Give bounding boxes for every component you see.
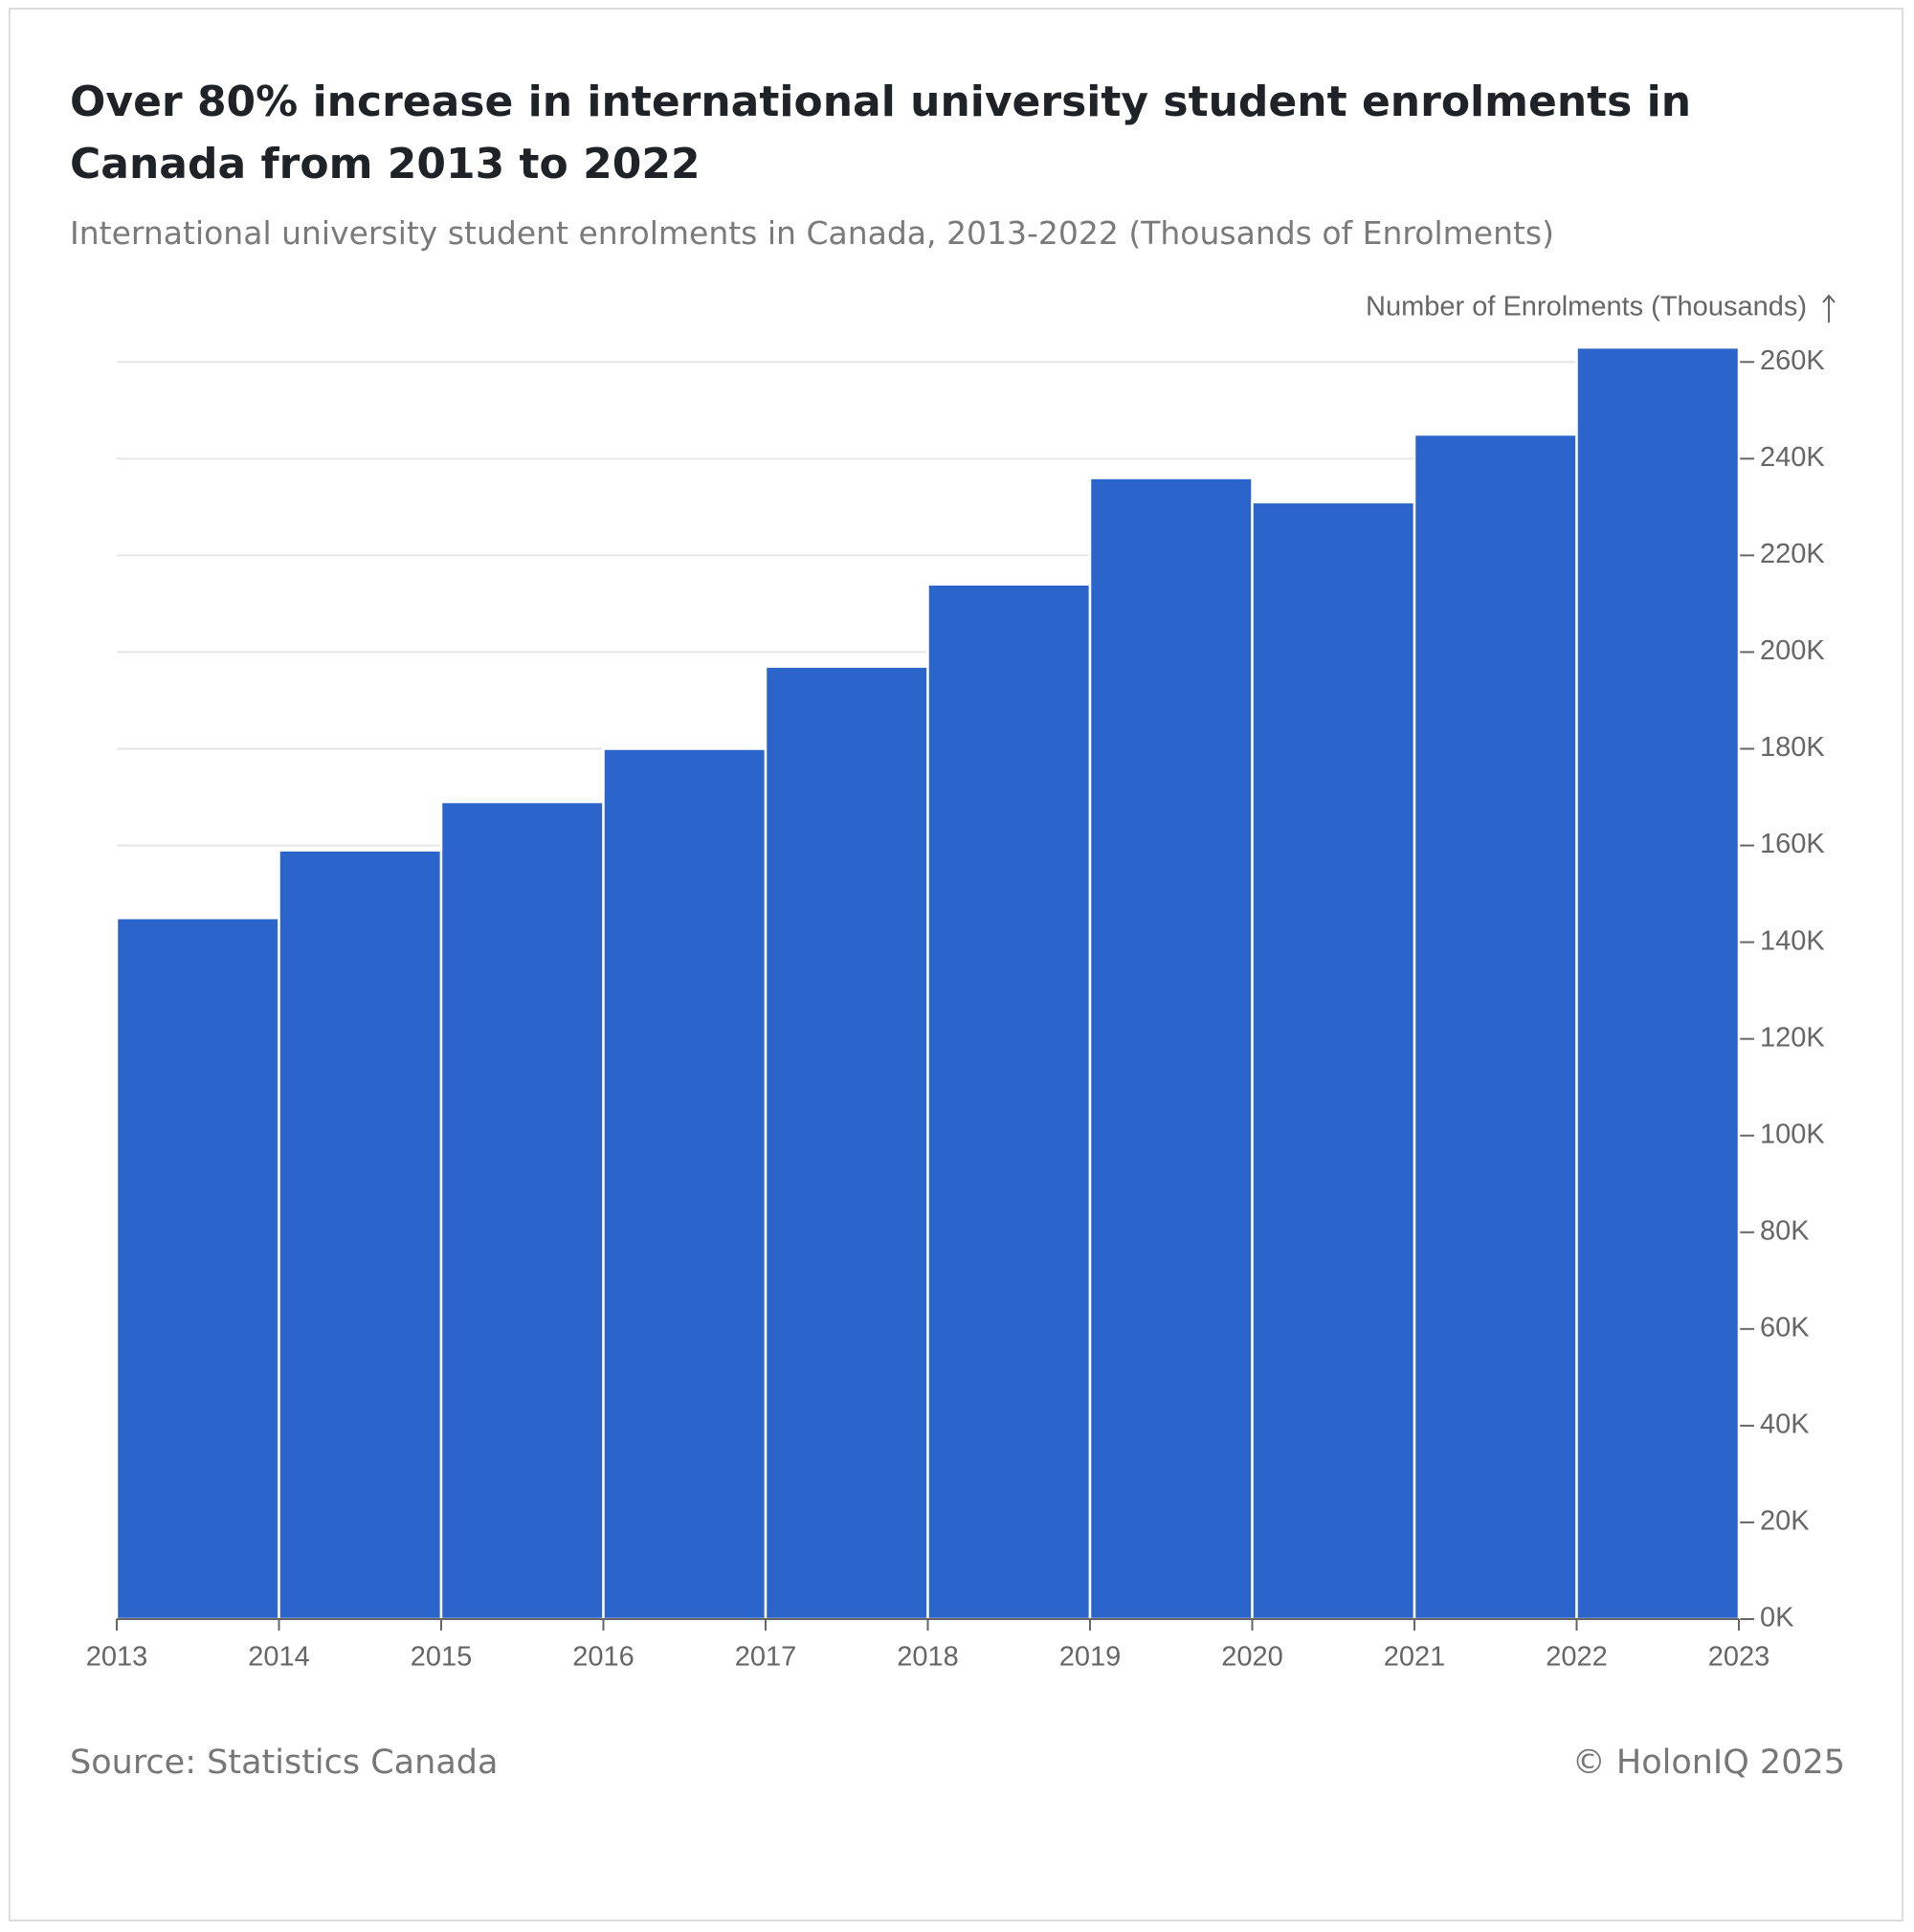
bar xyxy=(1575,345,1741,1621)
bar xyxy=(439,800,605,1621)
bar xyxy=(115,917,280,1621)
x-tick-label: 2022 xyxy=(1546,1642,1608,1673)
y-tick-label: 220K xyxy=(1760,539,1825,569)
y-tick-label: 140K xyxy=(1760,925,1825,956)
frame xyxy=(9,8,1903,1921)
bar xyxy=(1413,433,1578,1621)
x-tick-label: 2021 xyxy=(1384,1642,1446,1673)
axis-arrow xyxy=(1822,294,1836,322)
y-tick-label: 100K xyxy=(1760,1119,1825,1149)
y-tick-label: 260K xyxy=(1760,345,1825,376)
chart-subtitle: International university student enrolme… xyxy=(70,214,1554,252)
x-tick-label: 2017 xyxy=(735,1642,797,1673)
y-tick-label: 120K xyxy=(1760,1022,1825,1053)
y-tick-label: 20K xyxy=(1760,1506,1810,1537)
chart-title: Over 80% increase in international unive… xyxy=(70,78,1692,189)
x-tick-label: 2019 xyxy=(1059,1642,1122,1673)
bar xyxy=(1088,477,1254,1621)
y-tick-label: 0K xyxy=(1760,1603,1794,1633)
x-tick-label: 2015 xyxy=(411,1642,473,1673)
y-tick-label: 80K xyxy=(1760,1215,1810,1246)
y-axis-title: Number of Enrolments (Thousands) xyxy=(1366,292,1807,322)
bar xyxy=(278,849,443,1621)
y-tick-label: 40K xyxy=(1760,1410,1810,1440)
y-tick-label: 240K xyxy=(1760,442,1825,473)
bar xyxy=(926,583,1092,1621)
y-tick-label: 60K xyxy=(1760,1312,1810,1343)
credit: © HolonIQ 2025 xyxy=(1571,1743,1845,1782)
y-tick-label: 180K xyxy=(1760,732,1825,763)
x-tick-label: 2014 xyxy=(248,1642,310,1673)
x-tick-label: 2016 xyxy=(572,1642,634,1673)
bar xyxy=(764,665,929,1621)
y-tick-label: 160K xyxy=(1760,829,1825,859)
y-tick-label: 200K xyxy=(1760,635,1825,666)
x-tick-label: 2018 xyxy=(897,1642,959,1673)
x-tick-label: 2020 xyxy=(1221,1642,1283,1673)
x-tick-label: 2013 xyxy=(86,1642,148,1673)
bar xyxy=(602,747,768,1621)
x-tick-label: 2023 xyxy=(1708,1642,1770,1673)
bar xyxy=(1251,500,1416,1621)
source: Source: Statistics Canada xyxy=(70,1743,499,1782)
